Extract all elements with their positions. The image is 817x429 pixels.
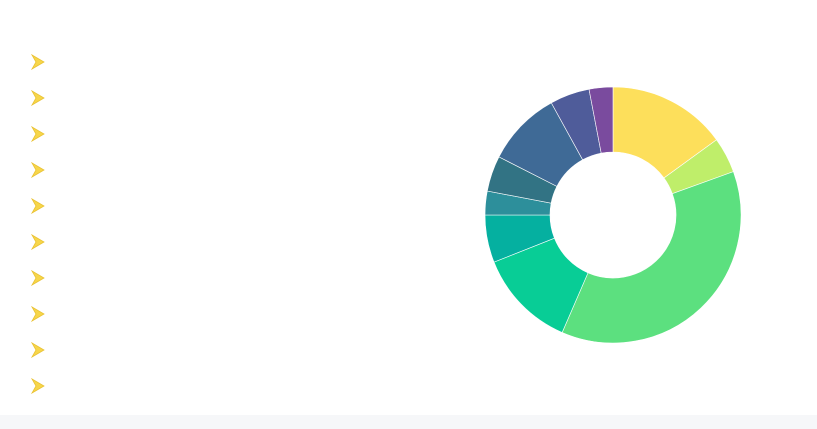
list-item	[30, 224, 410, 260]
list-item	[30, 116, 410, 152]
chevron-arrow-icon	[30, 305, 45, 323]
list-item	[30, 152, 410, 188]
chevron-arrow-icon	[30, 197, 45, 215]
bullet-list	[30, 44, 410, 404]
chevron-arrow-icon	[30, 125, 45, 143]
chevron-arrow-icon	[30, 161, 45, 179]
chevron-arrow-icon	[30, 269, 45, 287]
list-item	[30, 260, 410, 296]
list-item	[30, 188, 410, 224]
background-strip	[0, 415, 817, 429]
donut-slice-3[interactable]	[561, 171, 742, 344]
chevron-arrow-icon	[30, 53, 45, 71]
chevron-arrow-icon	[30, 341, 45, 359]
list-item	[30, 332, 410, 368]
list-item	[30, 368, 410, 404]
chevron-arrow-icon	[30, 89, 45, 107]
donut-slice-10[interactable]	[588, 86, 614, 154]
list-item	[30, 80, 410, 116]
chevron-arrow-icon	[30, 377, 45, 395]
chevron-arrow-icon	[30, 233, 45, 251]
list-item	[30, 44, 410, 80]
list-item	[30, 296, 410, 332]
donut-slices	[484, 86, 742, 344]
